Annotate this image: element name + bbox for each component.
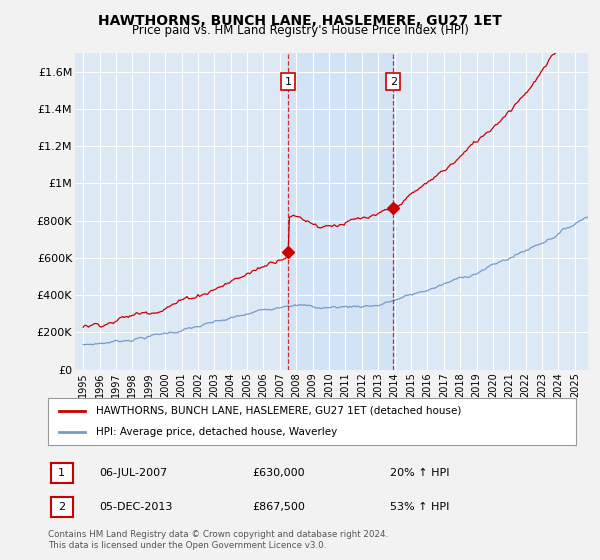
Bar [288, 53, 393, 370]
Text: 06-JUL-2007: 06-JUL-2007 [99, 468, 167, 478]
Text: This data is licensed under the Open Government Licence v3.0.: This data is licensed under the Open Gov… [48, 541, 326, 550]
Text: 2: 2 [58, 502, 65, 512]
Text: HAWTHORNS, BUNCH LANE, HASLEMERE, GU27 1ET: HAWTHORNS, BUNCH LANE, HASLEMERE, GU27 1… [98, 14, 502, 28]
Text: 2: 2 [390, 77, 397, 87]
Text: £867,500: £867,500 [252, 502, 305, 512]
Text: 53% ↑ HPI: 53% ↑ HPI [390, 502, 449, 512]
Text: HAWTHORNS, BUNCH LANE, HASLEMERE, GU27 1ET (detached house): HAWTHORNS, BUNCH LANE, HASLEMERE, GU27 1… [95, 406, 461, 416]
Text: Price paid vs. HM Land Registry's House Price Index (HPI): Price paid vs. HM Land Registry's House … [131, 24, 469, 37]
Text: 20% ↑ HPI: 20% ↑ HPI [390, 468, 449, 478]
Text: 1: 1 [58, 468, 65, 478]
Text: 05-DEC-2013: 05-DEC-2013 [99, 502, 172, 512]
Text: HPI: Average price, detached house, Waverley: HPI: Average price, detached house, Wave… [95, 427, 337, 437]
Text: £630,000: £630,000 [252, 468, 305, 478]
Text: Contains HM Land Registry data © Crown copyright and database right 2024.: Contains HM Land Registry data © Crown c… [48, 530, 388, 539]
Text: 1: 1 [284, 77, 292, 87]
